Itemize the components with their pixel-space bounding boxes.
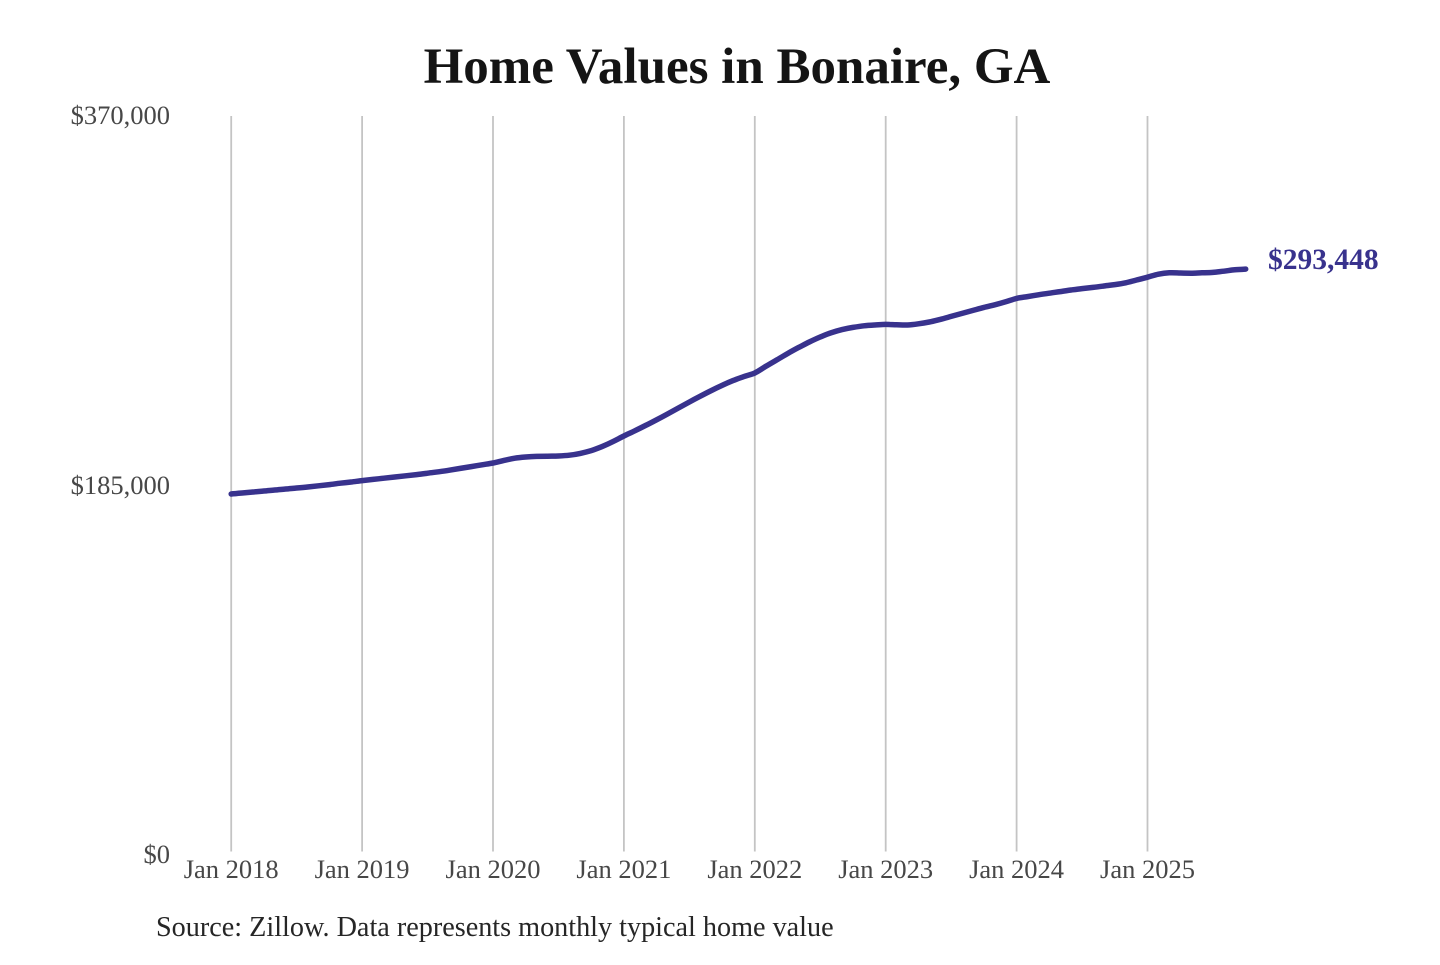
svg-text:Jan 2020: Jan 2020 [446, 854, 541, 884]
svg-text:Jan 2024: Jan 2024 [969, 854, 1064, 884]
svg-text:Jan 2022: Jan 2022 [707, 854, 802, 884]
svg-text:$370,000: $370,000 [71, 100, 170, 130]
svg-text:$0: $0 [144, 839, 171, 869]
svg-text:Jan 2018: Jan 2018 [184, 854, 279, 884]
svg-text:Home Values in Bonaire, GA: Home Values in Bonaire, GA [424, 39, 1051, 95]
svg-text:Source: Zillow. Data represent: Source: Zillow. Data represents monthly … [156, 912, 834, 943]
svg-text:Jan 2021: Jan 2021 [576, 854, 671, 884]
svg-text:$185,000: $185,000 [71, 470, 170, 500]
svg-text:Jan 2023: Jan 2023 [838, 854, 933, 884]
svg-text:Jan 2025: Jan 2025 [1100, 854, 1195, 884]
svg-text:$293,448: $293,448 [1268, 244, 1379, 276]
svg-text:Jan 2019: Jan 2019 [315, 854, 410, 884]
